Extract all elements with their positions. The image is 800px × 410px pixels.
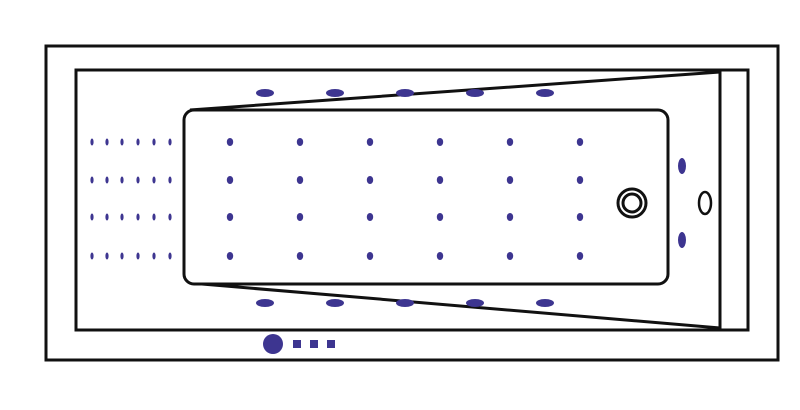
tub-basin xyxy=(182,108,670,286)
body-jet xyxy=(366,252,374,260)
body-jet xyxy=(436,252,444,260)
body-jet xyxy=(576,213,584,221)
side-jet xyxy=(678,232,686,248)
control-indicator xyxy=(327,340,335,348)
body-jet xyxy=(296,138,304,146)
body-jet xyxy=(576,176,584,184)
back-jet xyxy=(90,213,94,221)
back-jet xyxy=(105,176,109,184)
top-jet xyxy=(326,89,344,97)
bottom-jet xyxy=(256,299,274,307)
tub-outer-rim xyxy=(44,44,780,362)
back-jet xyxy=(136,138,140,146)
back-jet xyxy=(168,213,172,221)
side-jet xyxy=(678,158,686,174)
bottom-jet xyxy=(536,299,554,307)
body-jet xyxy=(296,176,304,184)
body-jet xyxy=(296,213,304,221)
back-jet xyxy=(168,138,172,146)
body-jet xyxy=(436,138,444,146)
body-jet xyxy=(226,138,234,146)
back-jet xyxy=(105,213,109,221)
back-jet xyxy=(136,176,140,184)
top-jet xyxy=(466,89,484,97)
body-jet xyxy=(366,138,374,146)
back-jet xyxy=(152,176,156,184)
back-jet xyxy=(136,213,140,221)
back-jet xyxy=(90,252,94,260)
body-jet xyxy=(576,252,584,260)
back-jet xyxy=(105,252,109,260)
back-jet xyxy=(105,138,109,146)
body-jet xyxy=(366,176,374,184)
body-jet xyxy=(506,176,514,184)
overflow xyxy=(697,190,713,216)
back-jet xyxy=(90,138,94,146)
tub-slope-lines xyxy=(189,70,722,330)
body-jet xyxy=(576,138,584,146)
control-indicator xyxy=(293,340,301,348)
body-jet xyxy=(436,176,444,184)
body-jet xyxy=(506,138,514,146)
tub-inner-rim xyxy=(74,68,750,332)
body-jet xyxy=(296,252,304,260)
back-jet xyxy=(90,176,94,184)
bottom-jet xyxy=(326,299,344,307)
body-jet xyxy=(226,176,234,184)
bottom-jet xyxy=(396,299,414,307)
body-jet xyxy=(226,252,234,260)
back-jet xyxy=(120,138,124,146)
back-jet xyxy=(168,176,172,184)
body-jet xyxy=(506,213,514,221)
back-jet xyxy=(120,213,124,221)
top-jet xyxy=(396,89,414,97)
drain-inner xyxy=(621,192,643,214)
back-jet xyxy=(120,176,124,184)
body-jet xyxy=(366,213,374,221)
back-jet xyxy=(152,138,156,146)
back-jet xyxy=(168,252,172,260)
bottom-jet xyxy=(466,299,484,307)
body-jet xyxy=(436,213,444,221)
top-jet xyxy=(536,89,554,97)
body-jet xyxy=(226,213,234,221)
back-jet xyxy=(136,252,140,260)
body-jet xyxy=(506,252,514,260)
top-jet xyxy=(256,89,274,97)
back-jet xyxy=(152,213,156,221)
back-jet xyxy=(120,252,124,260)
back-jet xyxy=(152,252,156,260)
control-button xyxy=(263,334,283,354)
control-indicator xyxy=(310,340,318,348)
